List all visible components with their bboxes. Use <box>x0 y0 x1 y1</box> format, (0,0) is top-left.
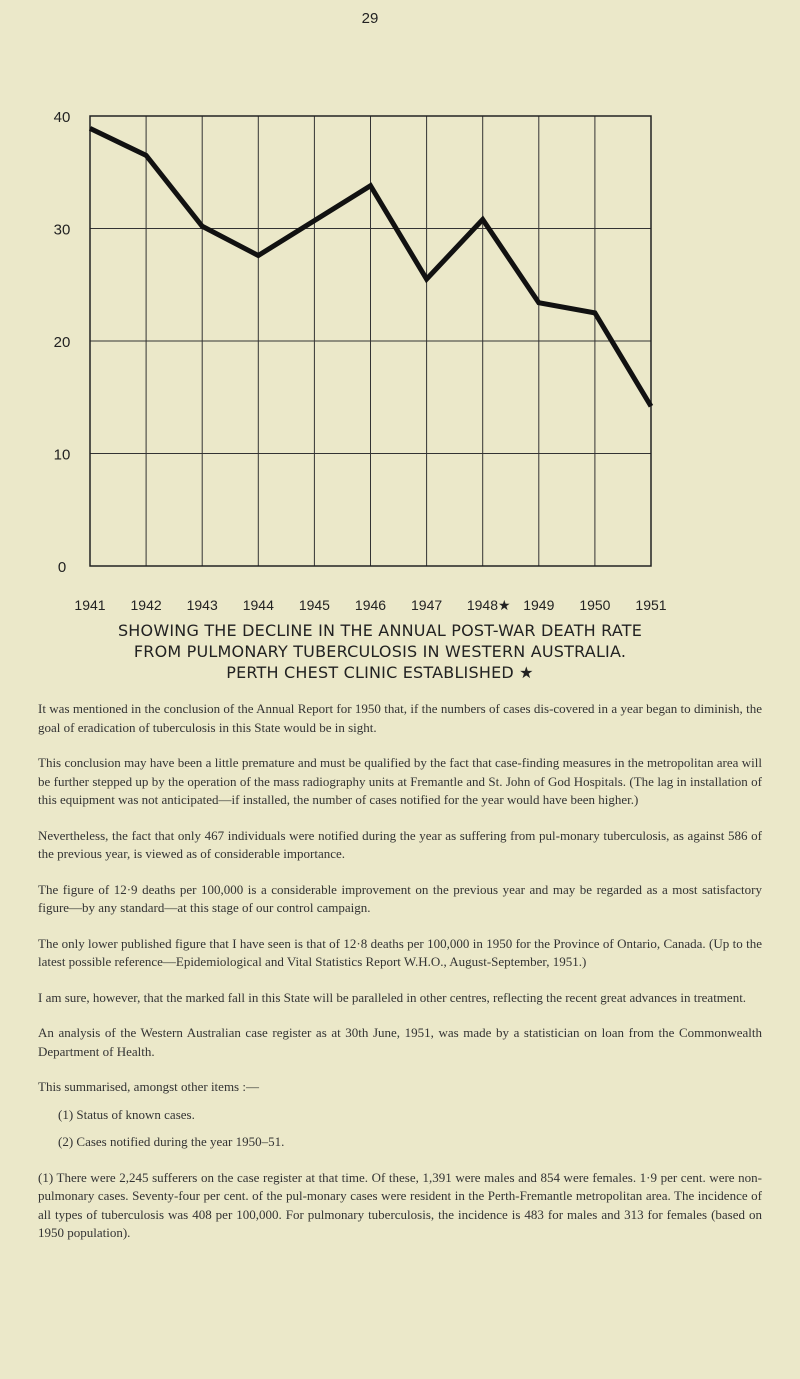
caption-line-2: FROM PULMONARY TUBERCULOSIS IN WESTERN A… <box>133 642 627 661</box>
caption-line-1: SHOWING THE DECLINE IN THE ANNUAL POST-W… <box>117 621 643 640</box>
paragraph: The figure of 12·9 deaths per 100,000 is… <box>38 881 762 916</box>
death-rate-chart: 0 10 20 30 40 1941 1942 1943 1944 1945 1946 1947 194… <box>54 109 667 613</box>
x-tick-label: 1945 <box>299 597 330 613</box>
paragraph: I am sure, however, that the marked fall… <box>38 989 747 1005</box>
y-tick-label: 20 <box>54 334 71 351</box>
list-item: (2) Cases notified during the year 1950–… <box>58 1134 285 1149</box>
y-tick-label: 10 <box>54 447 71 464</box>
y-tick-label: 0 <box>58 559 66 576</box>
paragraph: This summarised, amongst other items :— <box>38 1079 259 1094</box>
page-number: 29 <box>361 10 379 27</box>
x-tick-label: 1946 <box>355 597 386 613</box>
report-text: It was mentioned in the conclusion of th… <box>38 700 762 1260</box>
y-tick-label: 30 <box>54 222 71 239</box>
x-tick-label: 1943 <box>187 597 218 613</box>
paragraph: The only lower published figure that I h… <box>38 935 762 970</box>
chart-caption: SHOWING THE DECLINE IN THE ANNUAL POST-W… <box>0 620 760 683</box>
caption-line-3: PERTH CHEST CLINIC ESTABLISHED ★ <box>226 663 534 682</box>
x-tick-label: 1950 <box>579 597 610 613</box>
paragraph: (1) There were 2,245 sufferers on the ca… <box>38 1169 762 1241</box>
paragraph: An analysis of the Western Australian ca… <box>38 1025 762 1059</box>
x-tick-label: 1941 <box>74 597 105 613</box>
x-tick-label: 1947 <box>411 597 442 613</box>
x-tick-label: 1951 <box>635 597 666 613</box>
x-tick-label: 1949 <box>523 597 554 613</box>
paragraph: It was mentioned in the conclusion of th… <box>38 701 762 735</box>
paragraph: This conclusion may have been a little p… <box>38 755 762 807</box>
x-tick-label: 1942 <box>131 597 162 613</box>
paragraph: Nevertheless, the fact that only 467 ind… <box>38 827 762 862</box>
y-tick-label: 40 <box>54 109 71 126</box>
x-tick-label: 1944 <box>243 597 274 613</box>
list-item: (1) Status of known cases. <box>58 1106 195 1122</box>
plot-frame <box>89 115 652 567</box>
x-tick-label: 1948★ <box>467 597 511 613</box>
